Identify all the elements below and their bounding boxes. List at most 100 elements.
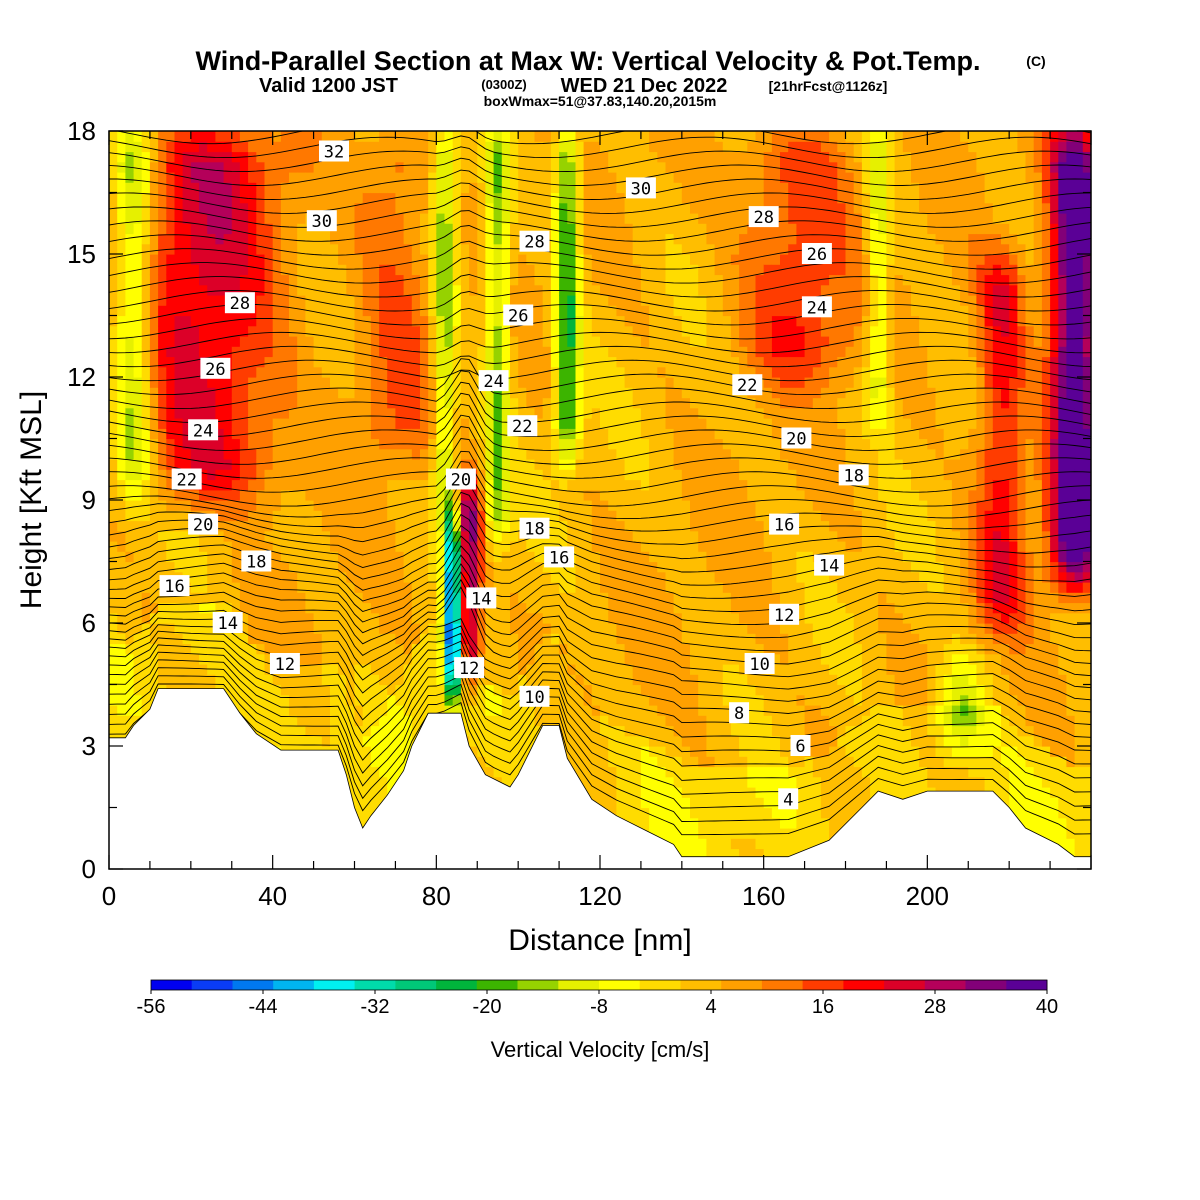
w-cell [526, 705, 536, 716]
w-cell [207, 223, 216, 235]
w-cell [379, 428, 388, 440]
w-cell [289, 397, 298, 409]
w-cell [248, 479, 257, 491]
w-cell [231, 561, 241, 573]
w-cell [542, 274, 552, 286]
w-cell [199, 295, 208, 306]
w-cell [174, 500, 184, 511]
w-cell [411, 284, 421, 296]
w-cell [354, 489, 364, 501]
w-cell [379, 325, 388, 337]
w-cell [297, 284, 306, 296]
w-cell [608, 694, 617, 706]
w-cell [665, 182, 675, 194]
w-cell [632, 377, 642, 388]
w-cell [469, 561, 478, 573]
w-cell [526, 633, 536, 645]
w-cell [207, 377, 216, 388]
w-cell [248, 448, 257, 460]
w-cell [215, 469, 225, 481]
w-cell [215, 438, 225, 450]
w-cell [117, 192, 126, 204]
w-cell [649, 653, 658, 665]
w-cell [616, 274, 626, 286]
w-cell [411, 377, 421, 388]
w-cell [591, 315, 601, 327]
w-cell [395, 489, 405, 501]
w-cell [149, 223, 159, 235]
w-cell [362, 643, 372, 655]
w-cell [289, 407, 298, 419]
w-cell [231, 510, 241, 522]
w-cell [174, 643, 184, 655]
w-cell [403, 151, 413, 163]
w-cell [632, 582, 642, 593]
w-cell [215, 561, 225, 573]
w-cell [158, 284, 167, 296]
w-cell [583, 776, 593, 788]
w-cell [649, 407, 658, 419]
box-info-text: boxWmax=51@37.83,140.20,2015m [484, 93, 717, 109]
w-cell [133, 407, 143, 419]
w-cell [444, 254, 454, 265]
w-cell [591, 407, 601, 419]
w-cell [632, 407, 642, 419]
w-cell [542, 192, 552, 204]
w-cell [305, 694, 315, 706]
w-cell [591, 397, 601, 409]
w-cell [600, 571, 609, 583]
w-cell [608, 500, 617, 511]
w-cell [469, 633, 478, 645]
w-cell [510, 653, 519, 665]
w-cell [583, 459, 593, 470]
w-cell [272, 725, 282, 737]
w-cell [657, 705, 667, 716]
w-cell [272, 541, 282, 552]
w-cell [600, 735, 609, 747]
w-cell [297, 213, 306, 224]
w-cell [403, 366, 413, 378]
w-cell [190, 131, 200, 142]
w-cell [428, 387, 437, 399]
w-cell [673, 694, 683, 706]
w-cell [649, 520, 658, 532]
w-cell [370, 274, 380, 286]
w-cell [477, 633, 487, 645]
w-cell [354, 346, 364, 358]
w-cell [616, 366, 626, 378]
w-cell [141, 141, 151, 153]
w-cell [387, 694, 396, 706]
w-cell [379, 571, 388, 583]
w-cell [411, 633, 421, 645]
w-cell [616, 674, 626, 686]
w-cell [485, 213, 495, 224]
w-cell [321, 735, 331, 747]
w-cell [485, 223, 495, 235]
w-cell [166, 448, 176, 460]
w-cell [256, 418, 266, 429]
w-cell [141, 602, 151, 614]
w-cell [624, 438, 634, 450]
w-cell [117, 592, 126, 604]
w-cell [649, 541, 658, 552]
w-cell [436, 684, 446, 696]
w-cell [321, 336, 331, 347]
w-cell [248, 325, 257, 337]
w-cell [600, 305, 609, 317]
w-cell [542, 356, 552, 368]
w-cell [673, 715, 683, 727]
w-cell [289, 182, 298, 194]
w-cell [149, 377, 159, 388]
w-cell [395, 520, 405, 532]
w-cell [665, 233, 675, 245]
w-cell [330, 469, 339, 481]
w-cell [518, 500, 527, 511]
w-cell [542, 407, 552, 419]
w-cell [248, 397, 257, 409]
w-cell [338, 377, 347, 388]
w-cell [624, 202, 634, 214]
w-cell [297, 694, 306, 706]
w-cell [403, 182, 413, 194]
w-cell [469, 377, 478, 388]
w-cell [559, 530, 568, 542]
